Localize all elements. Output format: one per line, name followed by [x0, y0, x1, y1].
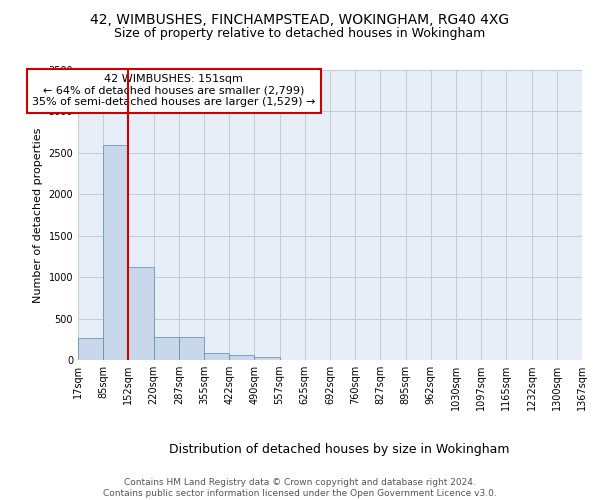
Text: Size of property relative to detached houses in Wokingham: Size of property relative to detached ho…	[115, 28, 485, 40]
Text: 42 WIMBUSHES: 151sqm
← 64% of detached houses are smaller (2,799)
35% of semi-de: 42 WIMBUSHES: 151sqm ← 64% of detached h…	[32, 74, 316, 108]
Bar	[229, 356, 254, 360]
Text: Contains HM Land Registry data © Crown copyright and database right 2024.
Contai: Contains HM Land Registry data © Crown c…	[103, 478, 497, 498]
Text: Distribution of detached houses by size in Wokingham: Distribution of detached houses by size …	[169, 442, 509, 456]
Bar	[103, 144, 128, 360]
Bar	[78, 338, 103, 360]
Bar	[154, 337, 179, 360]
Text: 42, WIMBUSHES, FINCHAMPSTEAD, WOKINGHAM, RG40 4XG: 42, WIMBUSHES, FINCHAMPSTEAD, WOKINGHAM,…	[91, 12, 509, 26]
Bar	[254, 356, 280, 360]
Bar	[179, 337, 204, 360]
Y-axis label: Number of detached properties: Number of detached properties	[33, 128, 43, 302]
Bar	[204, 354, 229, 360]
Bar	[128, 267, 154, 360]
